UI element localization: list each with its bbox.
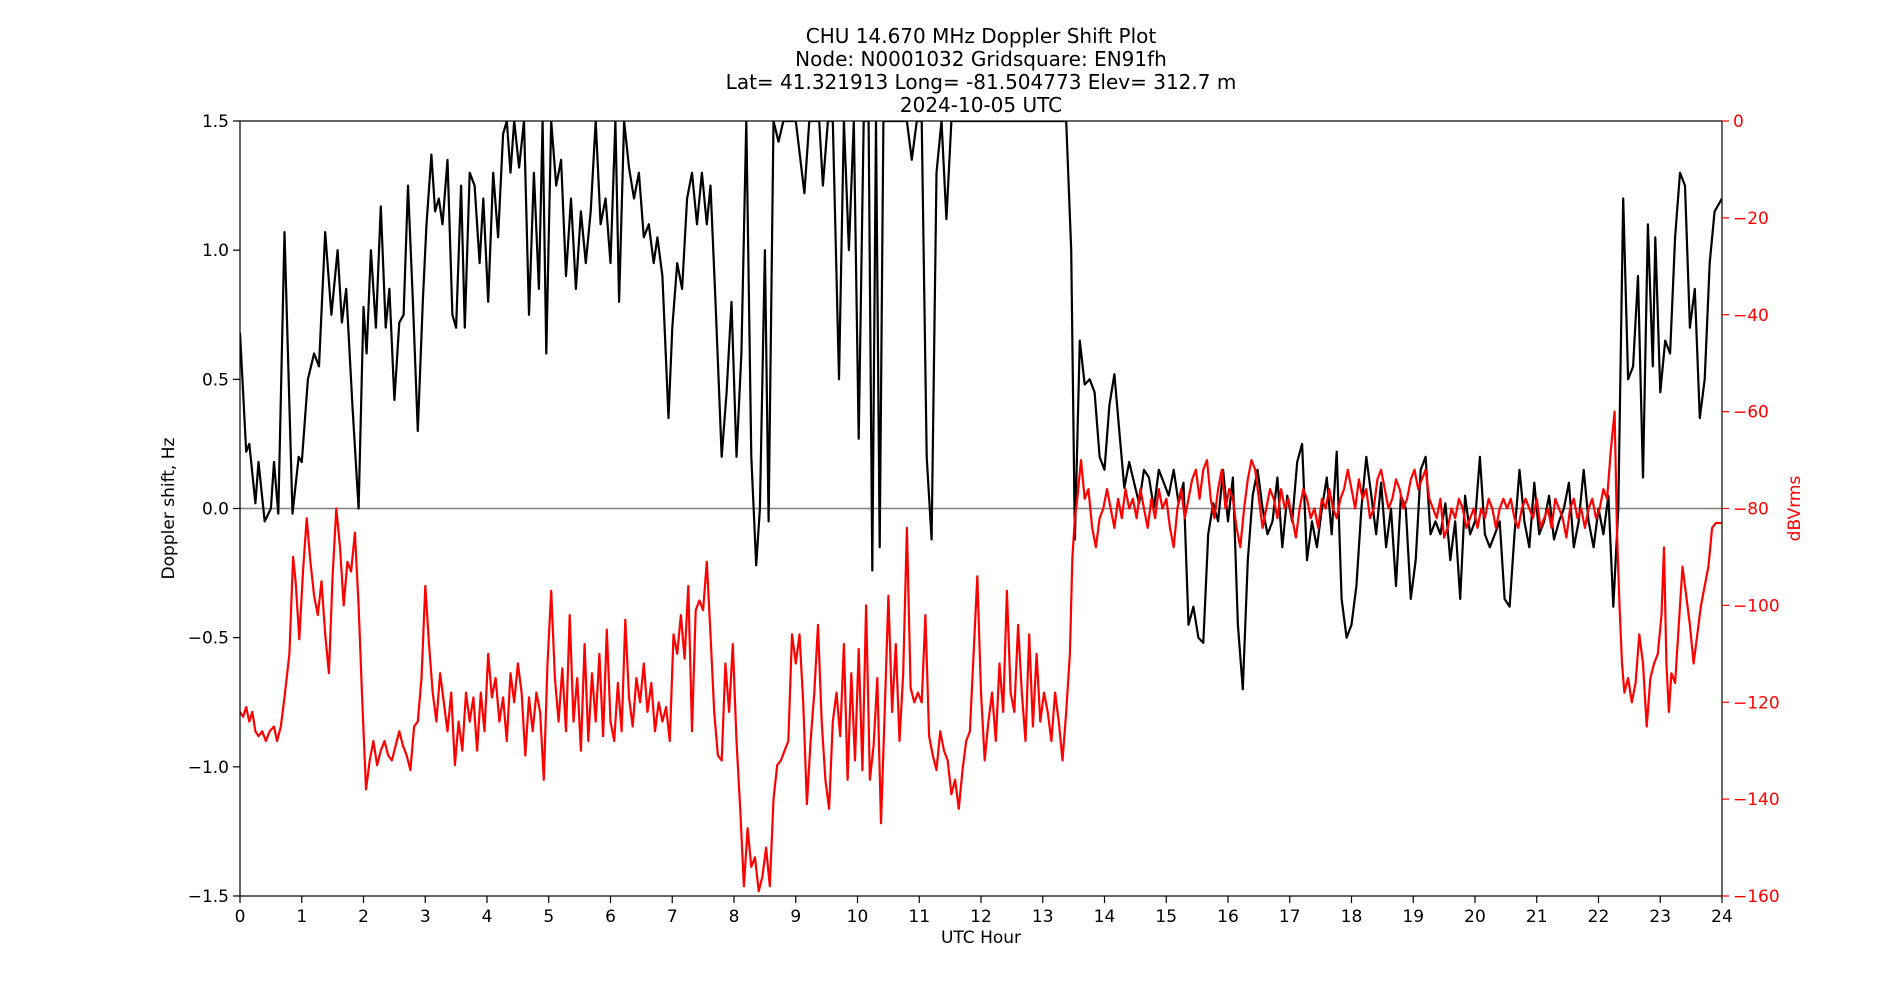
x-tick-label: 4: [482, 907, 493, 927]
y-left-tick-label: 0.0: [202, 500, 229, 520]
y-right-tick-label: 0: [1733, 112, 1744, 132]
x-tick-label: 6: [605, 907, 616, 927]
x-tick-label: 11: [908, 907, 930, 927]
x-tick-label: 18: [1341, 907, 1363, 927]
y-right-tick-label: −20: [1733, 209, 1769, 229]
x-tick-label: 1: [296, 907, 307, 927]
x-tick-label: 23: [1649, 907, 1671, 927]
y-left-tick-label: 1.5: [202, 112, 229, 132]
title-line: 2024-10-05 UTC: [900, 93, 1062, 117]
y-left-tick-label: −1.5: [188, 887, 229, 907]
y-right-tick-label: −100: [1733, 596, 1780, 616]
x-axis-label: UTC Hour: [941, 928, 1021, 948]
x-tick-label: 8: [729, 907, 740, 927]
y-left-axis-label: Doppler shift, Hz: [159, 437, 179, 579]
y-right-tick-label: −120: [1733, 693, 1780, 713]
x-tick-label: 13: [1032, 907, 1054, 927]
x-tick-label: 21: [1526, 907, 1548, 927]
x-tick-label: 22: [1588, 907, 1610, 927]
doppler-shift-line: [240, 121, 1722, 689]
y-right-tick-label: −140: [1733, 790, 1780, 810]
x-tick-label: 20: [1464, 907, 1486, 927]
y-left-tick-label: −0.5: [188, 629, 229, 649]
title-line: Node: N0001032 Gridsquare: EN91fh: [795, 47, 1167, 71]
x-tick-label: 24: [1711, 907, 1733, 927]
y-right-tick-label: −40: [1733, 306, 1769, 326]
y-right-tick-label: −60: [1733, 403, 1769, 423]
x-tick-label: 16: [1217, 907, 1239, 927]
x-tick-label: 2: [358, 907, 369, 927]
y-right-tick-label: −160: [1733, 887, 1780, 907]
y-left-tick-label: 1.0: [202, 241, 229, 261]
y-right-tick-label: −80: [1733, 500, 1769, 520]
x-tick-label: 9: [790, 907, 801, 927]
x-tick-label: 5: [543, 907, 554, 927]
y-left-tick-label: 0.5: [202, 370, 229, 390]
x-tick-label: 12: [970, 907, 992, 927]
x-tick-label: 7: [667, 907, 678, 927]
signal-level-line: [240, 412, 1722, 892]
chart-title: CHU 14.670 MHz Doppler Shift PlotNode: N…: [726, 24, 1237, 117]
y-right-axis-label: dBVrms: [1785, 476, 1805, 542]
x-tick-label: 10: [847, 907, 869, 927]
x-tick-label: 14: [1094, 907, 1116, 927]
x-tick-label: 15: [1155, 907, 1177, 927]
title-line: Lat= 41.321913 Long= -81.504773 Elev= 31…: [726, 70, 1237, 94]
x-tick-label: 17: [1279, 907, 1301, 927]
title-line: CHU 14.670 MHz Doppler Shift Plot: [806, 24, 1157, 48]
x-tick-label: 3: [420, 907, 431, 927]
y-left-tick-label: −1.0: [188, 758, 229, 778]
x-tick-label: 19: [1402, 907, 1424, 927]
x-tick-label: 0: [235, 907, 246, 927]
